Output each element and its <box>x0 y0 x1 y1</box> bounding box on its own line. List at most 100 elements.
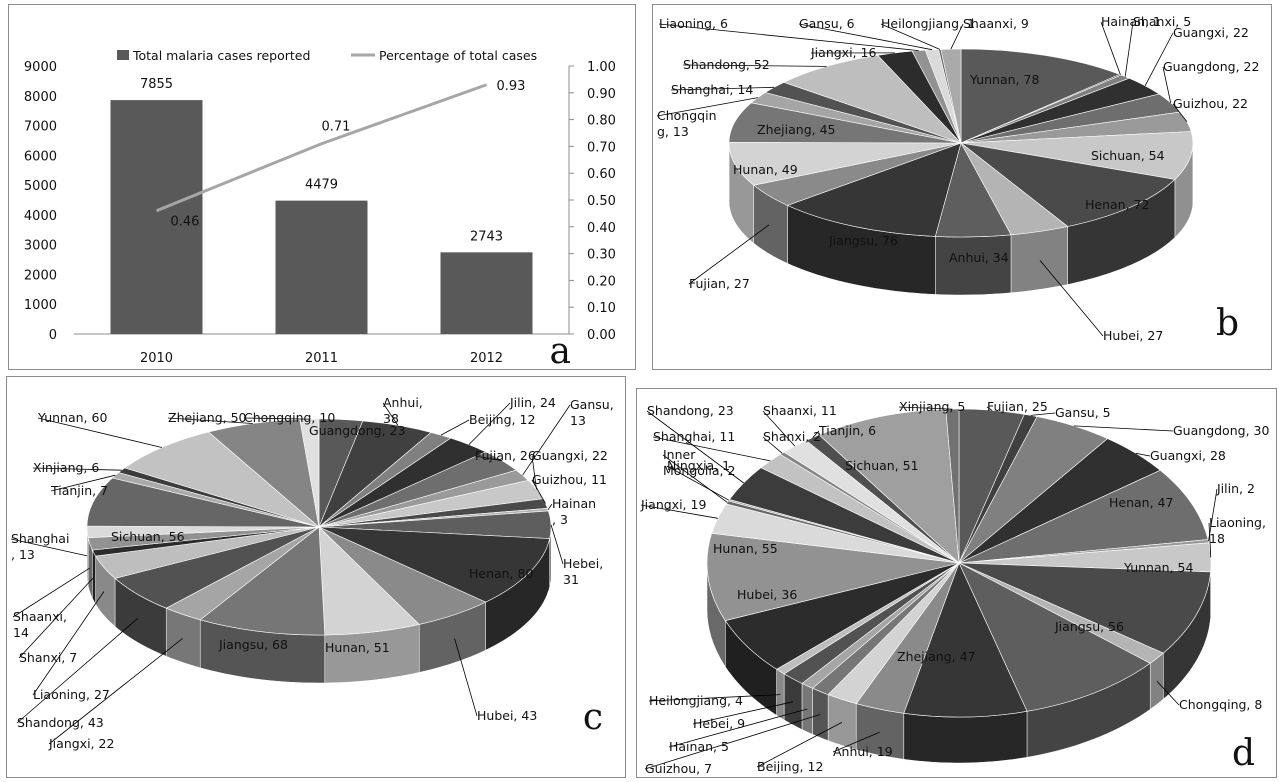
slice-label: Hainan, 5 <box>669 739 729 754</box>
slice-label: Liaoning, <box>1209 515 1266 530</box>
slice-label: Jilin, 24 <box>509 395 556 410</box>
leader-line <box>1156 681 1180 706</box>
pie-side-12 <box>827 694 857 750</box>
leader-line <box>1135 452 1151 457</box>
leader-line <box>18 576 95 659</box>
slice-label: Yunnan, 78 <box>969 72 1039 87</box>
leader-line <box>32 591 105 696</box>
leader-line <box>1039 260 1104 337</box>
y2-tick-label: 0.80 <box>587 114 616 129</box>
y-tick-label: 3000 <box>24 239 57 254</box>
slice-label: Shandong, 43 <box>17 715 104 730</box>
y-tick-label: 0 <box>49 328 57 343</box>
leader-line <box>756 722 843 768</box>
slice-label: Heilongjiang, 4 <box>649 693 743 708</box>
leader-line <box>1144 32 1174 86</box>
x-tick-label: 2011 <box>305 351 338 366</box>
leader-line <box>898 406 953 410</box>
pie-chart-c: Guangdong, 23 Anhui,38 Beijing, 12 Jilin, 2… <box>10 395 614 751</box>
y2-tick-label: 0.90 <box>587 87 616 102</box>
leader-line <box>1100 21 1121 75</box>
pie-side-17 <box>92 549 96 606</box>
slice-label: Shaanxi, 11 <box>763 403 837 418</box>
leader-line <box>648 694 781 702</box>
slice-label-line2: 31 <box>563 572 579 587</box>
slice-label: Guangxi, 22 <box>532 448 608 463</box>
panel-d-pie-chart: Fujian, 25 Gansu, 5 Guangdong, 30 Guangxi, … <box>636 388 1277 778</box>
legend-swatch-bar <box>117 50 129 60</box>
slice-label: Anhui, 34 <box>949 250 1009 265</box>
pie-side-13 <box>812 687 829 741</box>
slice-label: Jiangsu, 68 <box>218 637 288 652</box>
leader-line <box>167 417 253 424</box>
slice-label: Guizhou, 7 <box>645 761 712 776</box>
slice-label: Hainan <box>552 496 596 511</box>
leader-line <box>692 701 793 725</box>
pie-slice-13 <box>199 526 326 636</box>
slice-label: Fujian, 27 <box>689 276 750 291</box>
pie-slice-6 <box>960 131 1194 180</box>
slice-label: Henan, 47 <box>1109 495 1173 510</box>
slice-label: Hunan, 51 <box>325 640 390 655</box>
slice-label: Hubei, 36 <box>737 587 797 602</box>
slice-label: Gansu, 6 <box>799 16 855 31</box>
slice-label: Anhui, 19 <box>833 744 893 759</box>
leader-line <box>656 97 758 117</box>
pie-slice-20 <box>86 477 320 528</box>
leader-line <box>16 618 138 724</box>
leader-line <box>243 417 310 420</box>
y2-tick-label: 0.40 <box>587 221 616 236</box>
slice-label: Fujian, 25 <box>987 399 1048 414</box>
leader-line <box>10 538 88 557</box>
y-tick-label: 7000 <box>24 120 57 135</box>
slice-label: Shanxi, 5 <box>1133 14 1191 29</box>
leader-line <box>1208 522 1212 558</box>
slice-label: Beijing, 12 <box>757 759 823 774</box>
pie-slice-10 <box>786 142 962 237</box>
leader-line <box>986 406 993 411</box>
leader-line <box>688 224 770 285</box>
x-tick-label: 2012 <box>470 351 503 366</box>
y-tick-label: 5000 <box>24 179 57 194</box>
slice-label: Shandong, 52 <box>683 57 770 72</box>
slice-label: Hainan, 1 <box>1101 14 1161 29</box>
slice-label: Sichuan, 56 <box>111 529 185 544</box>
leader-line <box>454 638 478 717</box>
leader-line <box>48 638 183 745</box>
leader-line <box>440 419 470 436</box>
slice-label: Guizhou, 11 <box>532 472 607 487</box>
line-value-label: 0.46 <box>171 215 200 230</box>
pie-slice-10 <box>318 526 551 603</box>
leader-line <box>547 503 553 510</box>
slice-label: Shaanxi, 9 <box>963 16 1029 31</box>
slice-label: Xinjiang, 6 <box>33 460 99 475</box>
pie-slice-12 <box>728 141 962 186</box>
slice-label: Zhejiang, 45 <box>757 122 836 137</box>
panel-letter-a: a <box>550 331 571 371</box>
leader-line <box>644 714 821 770</box>
line-value-label: 0.93 <box>497 79 526 94</box>
slice-label: Chongqing, 10 <box>244 410 335 425</box>
leader-line <box>666 465 730 501</box>
slice-label: Hubei, 27 <box>1103 328 1163 343</box>
slice-label: Hebei, 9 <box>693 716 745 731</box>
pie-slice-7 <box>958 562 1211 654</box>
y-tick-label: 9000 <box>24 60 57 75</box>
slice-label: Shanghai, 11 <box>653 429 735 444</box>
slice-label: Gansu, 5 <box>1055 405 1111 420</box>
slice-label: Inner <box>663 447 696 462</box>
slice-label: Jiangxi, 22 <box>48 736 114 751</box>
leader-line <box>1030 412 1056 416</box>
slice-label: Zhejiang, 50 <box>168 410 247 425</box>
slice-label: Chongqin <box>657 108 717 123</box>
leader-line <box>812 430 820 438</box>
slice-label-line2: g, 13 <box>657 124 689 139</box>
slice-label-line2: 13 <box>570 413 586 428</box>
slice-label: Guangxi, 28 <box>1150 448 1226 463</box>
slice-label: Sichuan, 51 <box>845 458 919 473</box>
pie-slice-10 <box>903 562 1028 718</box>
slice-label: Shanxi, 2 <box>763 429 821 444</box>
leader-line <box>382 402 399 426</box>
slice-label: Liaoning, 6 <box>659 16 728 31</box>
leader-line <box>474 455 503 462</box>
